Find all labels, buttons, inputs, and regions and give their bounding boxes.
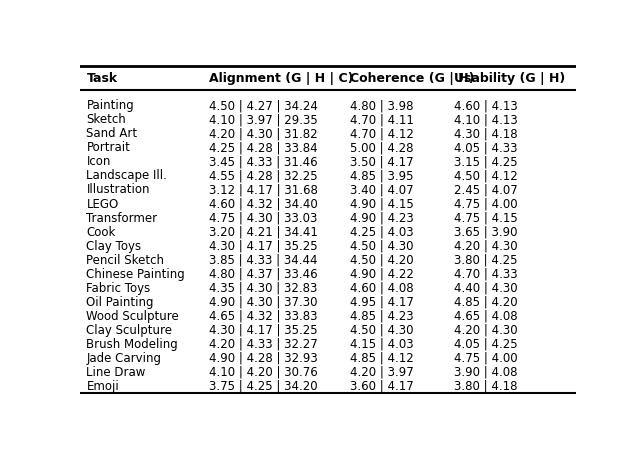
Text: 4.90 | 4.28 | 32.93: 4.90 | 4.28 | 32.93 <box>209 352 317 365</box>
Text: 3.50 | 4.17: 3.50 | 4.17 <box>350 155 414 168</box>
Text: 4.75 | 4.00: 4.75 | 4.00 <box>454 352 518 365</box>
Text: 4.50 | 4.12: 4.50 | 4.12 <box>454 169 518 182</box>
Text: 4.20 | 3.97: 4.20 | 3.97 <box>350 366 414 379</box>
Text: 4.10 | 3.97 | 29.35: 4.10 | 3.97 | 29.35 <box>209 113 317 126</box>
Text: 4.20 | 4.33 | 32.27: 4.20 | 4.33 | 32.27 <box>209 338 317 351</box>
Text: 4.90 | 4.15: 4.90 | 4.15 <box>350 198 414 211</box>
Text: 4.70 | 4.12: 4.70 | 4.12 <box>350 128 414 141</box>
Text: Task: Task <box>86 71 118 84</box>
Text: 4.35 | 4.30 | 32.83: 4.35 | 4.30 | 32.83 <box>209 282 317 295</box>
Text: Sand Art: Sand Art <box>86 128 138 141</box>
Text: 4.20 | 4.30 | 31.82: 4.20 | 4.30 | 31.82 <box>209 128 317 141</box>
Text: 4.65 | 4.32 | 33.83: 4.65 | 4.32 | 33.83 <box>209 310 317 323</box>
Text: Portrait: Portrait <box>86 141 131 154</box>
Text: 3.85 | 4.33 | 34.44: 3.85 | 4.33 | 34.44 <box>209 254 317 267</box>
Text: Line Draw: Line Draw <box>86 366 146 379</box>
Text: 4.85 | 3.95: 4.85 | 3.95 <box>350 169 414 182</box>
Text: Usability (G | H): Usability (G | H) <box>454 71 566 84</box>
Text: 4.55 | 4.28 | 32.25: 4.55 | 4.28 | 32.25 <box>209 169 317 182</box>
Text: 4.10 | 4.13: 4.10 | 4.13 <box>454 113 518 126</box>
Text: 4.30 | 4.17 | 35.25: 4.30 | 4.17 | 35.25 <box>209 324 317 337</box>
Text: Oil Painting: Oil Painting <box>86 296 154 309</box>
Text: 3.75 | 4.25 | 34.20: 3.75 | 4.25 | 34.20 <box>209 380 317 393</box>
Text: 4.30 | 4.18: 4.30 | 4.18 <box>454 128 518 141</box>
Text: Landscape Ill.: Landscape Ill. <box>86 169 167 182</box>
Text: 4.50 | 4.20: 4.50 | 4.20 <box>350 254 414 267</box>
Text: 4.30 | 4.17 | 35.25: 4.30 | 4.17 | 35.25 <box>209 240 317 253</box>
Text: Painting: Painting <box>86 99 134 112</box>
Text: 4.80 | 4.37 | 33.46: 4.80 | 4.37 | 33.46 <box>209 268 317 281</box>
Text: Icon: Icon <box>86 155 111 168</box>
Text: Pencil Sketch: Pencil Sketch <box>86 254 164 267</box>
Text: 4.25 | 4.28 | 33.84: 4.25 | 4.28 | 33.84 <box>209 141 317 154</box>
Text: 2.45 | 4.07: 2.45 | 4.07 <box>454 184 518 197</box>
Text: 4.25 | 4.03: 4.25 | 4.03 <box>350 225 414 238</box>
Text: 4.90 | 4.23: 4.90 | 4.23 <box>350 211 414 224</box>
Text: 4.85 | 4.20: 4.85 | 4.20 <box>454 296 518 309</box>
Text: Jade Carving: Jade Carving <box>86 352 161 365</box>
Text: 4.60 | 4.13: 4.60 | 4.13 <box>454 99 518 112</box>
Text: LEGO: LEGO <box>86 198 118 211</box>
Text: 4.70 | 4.33: 4.70 | 4.33 <box>454 268 518 281</box>
Text: Emoji: Emoji <box>86 380 119 393</box>
Text: Illustration: Illustration <box>86 184 150 197</box>
Text: 4.60 | 4.08: 4.60 | 4.08 <box>350 282 414 295</box>
Text: Fabric Toys: Fabric Toys <box>86 282 150 295</box>
Text: 4.50 | 4.30: 4.50 | 4.30 <box>350 324 414 337</box>
Text: 4.90 | 4.22: 4.90 | 4.22 <box>350 268 414 281</box>
Text: 4.60 | 4.32 | 34.40: 4.60 | 4.32 | 34.40 <box>209 198 317 211</box>
Text: Clay Toys: Clay Toys <box>86 240 141 253</box>
Text: 4.85 | 4.23: 4.85 | 4.23 <box>350 310 414 323</box>
Text: 3.20 | 4.21 | 34.41: 3.20 | 4.21 | 34.41 <box>209 225 318 238</box>
Text: Clay Sculpture: Clay Sculpture <box>86 324 172 337</box>
Text: Transformer: Transformer <box>86 211 157 224</box>
Text: 4.05 | 4.33: 4.05 | 4.33 <box>454 141 518 154</box>
Text: 4.50 | 4.27 | 34.24: 4.50 | 4.27 | 34.24 <box>209 99 318 112</box>
Text: 3.80 | 4.25: 3.80 | 4.25 <box>454 254 518 267</box>
Text: Sketch: Sketch <box>86 113 126 126</box>
Text: 4.70 | 4.11: 4.70 | 4.11 <box>350 113 414 126</box>
Text: 4.05 | 4.25: 4.05 | 4.25 <box>454 338 518 351</box>
Text: 3.45 | 4.33 | 31.46: 3.45 | 4.33 | 31.46 <box>209 155 317 168</box>
Text: 4.10 | 4.20 | 30.76: 4.10 | 4.20 | 30.76 <box>209 366 317 379</box>
Text: 3.60 | 4.17: 3.60 | 4.17 <box>350 380 414 393</box>
Text: 4.15 | 4.03: 4.15 | 4.03 <box>350 338 414 351</box>
Text: 4.50 | 4.30: 4.50 | 4.30 <box>350 240 414 253</box>
Text: Wood Sculpture: Wood Sculpture <box>86 310 179 323</box>
Text: 4.90 | 4.30 | 37.30: 4.90 | 4.30 | 37.30 <box>209 296 317 309</box>
Text: 4.95 | 4.17: 4.95 | 4.17 <box>350 296 414 309</box>
Text: Coherence (G | H): Coherence (G | H) <box>350 71 475 84</box>
Text: 3.65 | 3.90: 3.65 | 3.90 <box>454 225 518 238</box>
Text: Alignment (G | H | C): Alignment (G | H | C) <box>209 71 353 84</box>
Text: 5.00 | 4.28: 5.00 | 4.28 <box>350 141 414 154</box>
Text: Chinese Painting: Chinese Painting <box>86 268 185 281</box>
Text: 4.75 | 4.00: 4.75 | 4.00 <box>454 198 518 211</box>
Text: 3.80 | 4.18: 3.80 | 4.18 <box>454 380 518 393</box>
Text: 4.75 | 4.15: 4.75 | 4.15 <box>454 211 518 224</box>
Text: 3.12 | 4.17 | 31.68: 3.12 | 4.17 | 31.68 <box>209 184 318 197</box>
Text: 4.20 | 4.30: 4.20 | 4.30 <box>454 240 518 253</box>
Text: Cook: Cook <box>86 225 116 238</box>
Text: Brush Modeling: Brush Modeling <box>86 338 178 351</box>
Text: 3.40 | 4.07: 3.40 | 4.07 <box>350 184 414 197</box>
Text: 4.75 | 4.30 | 33.03: 4.75 | 4.30 | 33.03 <box>209 211 317 224</box>
Text: 3.90 | 4.08: 3.90 | 4.08 <box>454 366 518 379</box>
Text: 4.40 | 4.30: 4.40 | 4.30 <box>454 282 518 295</box>
Text: 3.15 | 4.25: 3.15 | 4.25 <box>454 155 518 168</box>
Text: 4.85 | 4.12: 4.85 | 4.12 <box>350 352 414 365</box>
Text: 4.65 | 4.08: 4.65 | 4.08 <box>454 310 518 323</box>
Text: 4.80 | 3.98: 4.80 | 3.98 <box>350 99 414 112</box>
Text: 4.20 | 4.30: 4.20 | 4.30 <box>454 324 518 337</box>
